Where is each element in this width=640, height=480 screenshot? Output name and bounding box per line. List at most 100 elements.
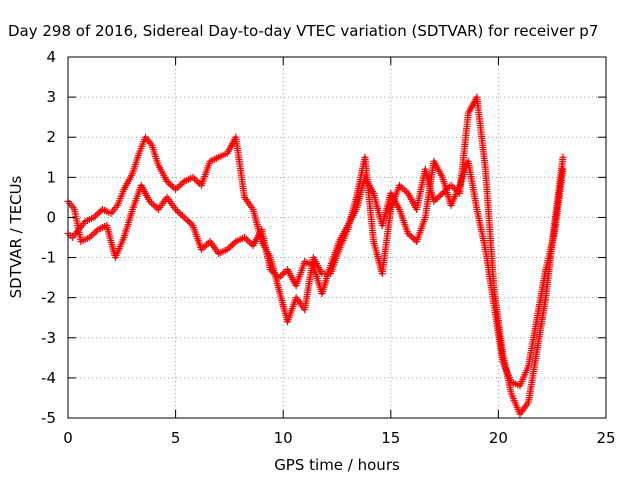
data-point [86, 234, 94, 241]
data-point [401, 186, 409, 194]
data-point [409, 234, 417, 242]
data-point [173, 184, 181, 192]
x-tick-label: 25 [596, 429, 615, 447]
data-point [91, 229, 99, 237]
x-tick-label: 20 [489, 429, 508, 447]
x-tick-label: 15 [381, 429, 400, 447]
data-point [93, 210, 101, 218]
grid [68, 57, 606, 418]
y-tick-label: 0 [46, 208, 56, 226]
data-point [90, 213, 98, 221]
data-point [559, 165, 567, 173]
data-point [172, 205, 180, 213]
data-point [87, 232, 95, 240]
data-point [177, 181, 185, 189]
data-point [266, 266, 274, 274]
y-tick-label: -5 [41, 409, 56, 427]
data-point [147, 199, 155, 207]
data-point [275, 274, 283, 282]
y-tick-label: -4 [41, 369, 56, 387]
chart-title: Day 298 of 2016, Sidereal Day-to-day VTE… [8, 22, 598, 40]
x-axis-title: GPS time / hours [274, 456, 400, 474]
data-point [185, 218, 193, 226]
x-axis-ticks: 0 5 10 15 20 25 [63, 57, 616, 447]
data-point [433, 194, 441, 202]
data-point [244, 237, 252, 245]
data-point [559, 153, 567, 161]
x-tick-label: 10 [274, 429, 293, 447]
data-point [92, 227, 100, 235]
data-point [449, 183, 457, 191]
data-point [201, 242, 209, 250]
x-tick-label: 5 [171, 429, 181, 447]
data-point [395, 181, 403, 189]
data-point [175, 209, 183, 217]
data-point [178, 179, 186, 187]
data-point [223, 246, 231, 254]
data-point [182, 215, 190, 223]
data-point [197, 246, 205, 254]
data-point [189, 173, 197, 181]
data-point [180, 213, 188, 221]
data-point [271, 270, 279, 278]
data-point [146, 197, 154, 205]
data-point [97, 207, 105, 215]
y-tick-label: -3 [41, 329, 56, 347]
data-point [402, 188, 410, 196]
data-point [242, 235, 250, 243]
data-point [192, 177, 200, 185]
y-tick-label: 4 [46, 48, 56, 66]
data-point [438, 189, 446, 197]
data-point [151, 202, 159, 210]
data-point [230, 239, 238, 247]
data-point [92, 212, 100, 220]
y-tick-label: 3 [46, 88, 56, 106]
y-tick-label: -2 [41, 289, 56, 307]
data-point [268, 267, 276, 275]
data-point [149, 201, 157, 209]
data-point [435, 193, 443, 201]
data-point [163, 177, 171, 185]
data-point [280, 269, 288, 277]
data-point [184, 217, 192, 225]
data-point [246, 238, 254, 246]
data-point [430, 197, 438, 205]
y-tick-label: 1 [46, 168, 56, 186]
data-point [173, 207, 181, 215]
data-point [168, 182, 176, 190]
y-axis-ticks: 4 3 2 1 0 -1 -2 -3 -4 -5 [41, 48, 606, 427]
data-point [227, 242, 235, 250]
data-point [270, 269, 278, 277]
data-point [228, 241, 236, 249]
plot-frame [67, 56, 607, 419]
data-point [89, 230, 97, 238]
y-axis-title: SDTVAR / TECUs [7, 175, 25, 298]
data-point [399, 185, 407, 193]
data-point [199, 244, 207, 252]
y-tick-label: -1 [41, 249, 56, 267]
data-point [203, 241, 211, 249]
data-point [194, 178, 202, 186]
data-point [166, 181, 174, 189]
data-point [177, 210, 185, 218]
data-point [175, 182, 183, 190]
data-point [225, 244, 233, 252]
data-point [178, 212, 186, 220]
data-point [397, 183, 405, 191]
data-point [406, 231, 414, 239]
data-point [172, 185, 180, 193]
data-markers [64, 93, 567, 418]
data-point [187, 220, 195, 228]
data-point [277, 272, 285, 280]
data-point [278, 270, 286, 278]
data-point [165, 179, 173, 187]
data-point [407, 233, 415, 241]
data-point [432, 196, 440, 204]
data-point [240, 234, 248, 241]
data-point [404, 229, 412, 237]
x-tick-label: 0 [63, 429, 73, 447]
data-point [191, 175, 199, 183]
y-tick-label: 2 [46, 128, 56, 146]
data-point [437, 191, 445, 199]
